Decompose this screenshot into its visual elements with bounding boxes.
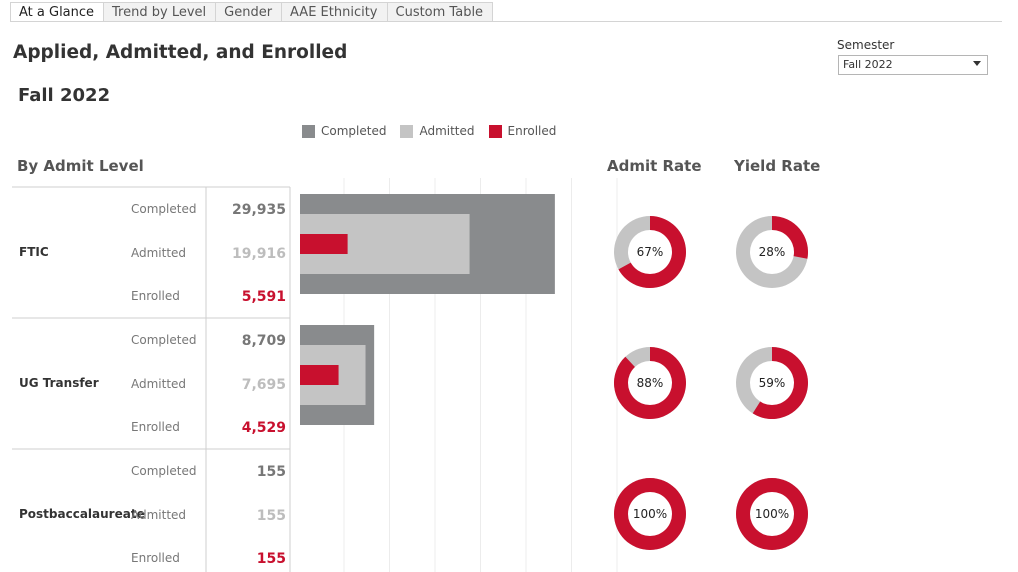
semester-dropdown[interactable]: Fall 2022	[838, 55, 988, 75]
legend-label-completed: Completed	[321, 124, 387, 138]
value-label: 7,695	[242, 377, 286, 393]
value-label: 5,591	[242, 289, 286, 305]
admit-rate-label: 100%	[633, 507, 667, 521]
by-admit-level-heading: By Admit Level	[17, 157, 144, 175]
admit-rate-donut-hole	[628, 492, 672, 536]
tab-aae-ethnicity[interactable]: AAE Ethnicity	[282, 2, 388, 22]
measure-label: Admitted	[131, 508, 186, 522]
value-label: 155	[257, 551, 286, 567]
level-label: FTIC	[19, 245, 49, 259]
tab-at-a-glance[interactable]: At a Glance	[10, 2, 105, 22]
semester-selected-value: Fall 2022	[843, 58, 893, 71]
value-label: 29,935	[232, 202, 286, 218]
yield-rate-donut-hole	[750, 230, 794, 274]
page-subtitle: Fall 2022	[18, 85, 111, 106]
level-label: Postbaccalaureate	[19, 507, 145, 521]
value-label: 8,709	[242, 333, 286, 349]
tab-bar: At a Glance Trend by Level Gender AAE Et…	[10, 2, 494, 22]
chart-legend: Completed Admitted Enrolled	[302, 124, 570, 138]
measure-label: Admitted	[131, 246, 186, 260]
yield-rate-donut-hole	[750, 492, 794, 536]
tab-gender[interactable]: Gender	[216, 2, 283, 22]
admit-rate-donut-hole	[628, 230, 672, 274]
value-label: 155	[257, 508, 286, 524]
admit-rate-label: 88%	[637, 376, 664, 390]
value-label: 4,529	[242, 420, 286, 436]
semester-label: Semester	[837, 38, 895, 52]
tab-trend-by-level[interactable]: Trend by Level	[104, 2, 217, 22]
measure-label: Completed	[131, 464, 196, 478]
value-label: 19,916	[232, 246, 286, 262]
legend-swatch-enrolled	[488, 124, 502, 138]
yield-rate-label: 28%	[759, 245, 786, 259]
legend-label-admitted: Admitted	[419, 124, 475, 138]
measure-label: Enrolled	[131, 551, 180, 565]
value-label: 155	[257, 464, 286, 480]
legend-label-enrolled: Enrolled	[507, 124, 557, 138]
bar-enrolled	[300, 234, 348, 254]
admit-rate-donut-hole	[628, 361, 672, 405]
measure-label: Enrolled	[131, 289, 180, 303]
yield-rate-label: 100%	[755, 507, 789, 521]
legend-item-completed[interactable]: Completed	[302, 124, 386, 138]
measure-label: Completed	[131, 333, 196, 347]
bar-enrolled	[300, 365, 339, 385]
yield-rate-heading: Yield Rate	[734, 157, 821, 175]
measure-label: Enrolled	[131, 420, 180, 434]
page-title: Applied, Admitted, and Enrolled	[13, 42, 348, 63]
chevron-down-icon	[973, 61, 981, 66]
legend-swatch-completed	[302, 124, 315, 138]
legend-item-enrolled[interactable]: Enrolled	[488, 124, 557, 138]
legend-item-admitted[interactable]: Admitted	[400, 124, 475, 138]
yield-rate-label: 59%	[759, 376, 786, 390]
admit-rate-heading: Admit Rate	[607, 157, 702, 175]
legend-swatch-admitted	[400, 124, 414, 138]
admit-rate-label: 67%	[637, 245, 664, 259]
tab-divider	[10, 21, 1002, 22]
level-label: UG Transfer	[19, 376, 99, 390]
measure-label: Completed	[131, 202, 196, 216]
yield-rate-donut-hole	[750, 361, 794, 405]
measure-label: Admitted	[131, 377, 186, 391]
